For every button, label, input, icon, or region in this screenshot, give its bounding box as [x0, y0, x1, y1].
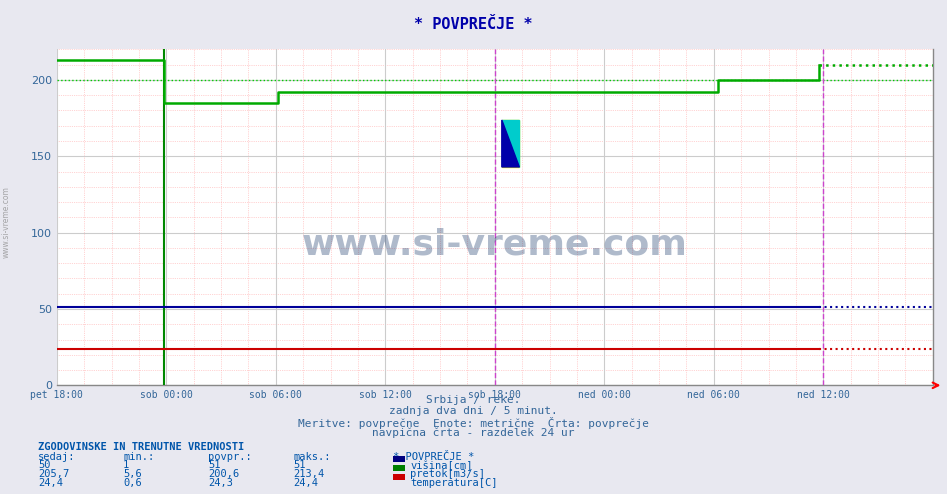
Text: 205,7: 205,7 — [38, 469, 69, 479]
Text: * POVPREČJE *: * POVPREČJE * — [414, 17, 533, 32]
Text: min.:: min.: — [123, 452, 154, 461]
Text: 50: 50 — [38, 460, 50, 470]
Polygon shape — [502, 120, 519, 167]
Text: zadnja dva dni / 5 minut.: zadnja dva dni / 5 minut. — [389, 406, 558, 416]
Text: Srbija / reke.: Srbija / reke. — [426, 395, 521, 405]
Text: sedaj:: sedaj: — [38, 452, 76, 461]
Text: 24,4: 24,4 — [38, 478, 63, 488]
Text: pretok[m3/s]: pretok[m3/s] — [410, 469, 485, 479]
Text: 51: 51 — [208, 460, 221, 470]
Text: maks.:: maks.: — [294, 452, 331, 461]
Text: 24,4: 24,4 — [294, 478, 318, 488]
Text: višina[cm]: višina[cm] — [410, 460, 473, 471]
Text: povpr.:: povpr.: — [208, 452, 252, 461]
Text: navpična črta - razdelek 24 ur: navpična črta - razdelek 24 ur — [372, 428, 575, 438]
Text: 0,6: 0,6 — [123, 478, 142, 488]
Text: 200,6: 200,6 — [208, 469, 240, 479]
Polygon shape — [502, 120, 519, 167]
Text: 24,3: 24,3 — [208, 478, 233, 488]
Text: temperatura[C]: temperatura[C] — [410, 478, 497, 488]
Text: 213,4: 213,4 — [294, 469, 325, 479]
Text: www.si-vreme.com: www.si-vreme.com — [302, 227, 688, 261]
Text: * POVPREČJE *: * POVPREČJE * — [393, 452, 474, 461]
Text: www.si-vreme.com: www.si-vreme.com — [2, 186, 11, 258]
Text: 5,6: 5,6 — [123, 469, 142, 479]
Text: ZGODOVINSKE IN TRENUTNE VREDNOSTI: ZGODOVINSKE IN TRENUTNE VREDNOSTI — [38, 442, 244, 452]
Text: Meritve: povprečne  Enote: metrične  Črta: povprečje: Meritve: povprečne Enote: metrične Črta:… — [298, 417, 649, 429]
Text: 51: 51 — [294, 460, 306, 470]
Text: 1: 1 — [123, 460, 130, 470]
Bar — [502, 120, 519, 167]
